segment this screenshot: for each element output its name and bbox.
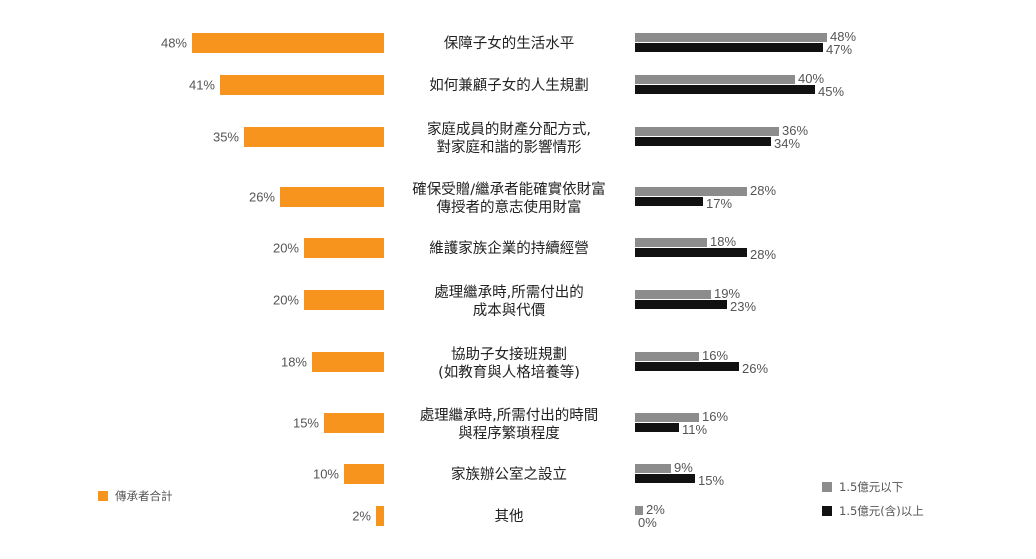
low-value-label-4: 18%	[710, 234, 736, 249]
total-value-label-1: 41%	[189, 78, 215, 93]
low-value-label-0: 48%	[830, 29, 856, 44]
category-label-6-line-1: (如教育與人格培養等)	[438, 363, 580, 381]
total-bar-6	[312, 352, 384, 372]
total-value-label-5: 20%	[273, 293, 299, 308]
category-label-7-line-1: 與程序繁瑣程度	[458, 425, 560, 442]
low-bar-8	[635, 464, 671, 473]
legend-label-total: 傳承者合計	[115, 489, 173, 503]
high-value-label-5: 23%	[730, 299, 756, 314]
high-bar-6	[635, 362, 739, 371]
category-label-1: 如何兼顧子女的人生規劃	[429, 76, 589, 94]
total-bar-2	[244, 127, 384, 147]
high-bar-8	[635, 474, 695, 483]
low-value-label-5: 19%	[714, 286, 740, 301]
low-bar-7	[635, 413, 699, 422]
low-value-label-1: 40%	[798, 71, 824, 86]
low-bar-4	[635, 238, 707, 247]
total-value-label-4: 20%	[273, 241, 299, 256]
high-bar-0	[635, 43, 823, 52]
low-bar-3	[635, 187, 747, 196]
total-value-label-8: 10%	[313, 467, 339, 482]
high-value-label-9: 0%	[638, 515, 657, 530]
high-bar-1	[635, 85, 815, 94]
high-value-label-6: 26%	[742, 361, 768, 376]
total-value-label-7: 15%	[293, 416, 319, 431]
low-value-label-6: 16%	[702, 348, 728, 363]
category-label-5-line-0: 處理繼承時,所需付出的	[434, 284, 584, 301]
low-value-label-8: 9%	[674, 460, 693, 475]
legend-swatch-low	[822, 482, 832, 492]
high-bar-2	[635, 137, 771, 146]
legend-label-high: 1.5億元(含)以上	[839, 504, 924, 518]
category-label-8: 家族辦公室之設立	[451, 466, 567, 483]
legend-label-low: 1.5億元以下	[839, 480, 903, 494]
high-bar-7	[635, 423, 679, 432]
total-value-label-2: 35%	[213, 130, 239, 145]
category-label-4: 維護家族企業的持續經營	[429, 239, 589, 257]
category-label-2-line-1: 對家庭和諧的影響情形	[437, 138, 582, 156]
high-bar-4	[635, 248, 747, 257]
total-bar-5	[304, 290, 384, 310]
low-value-label-7: 16%	[702, 409, 728, 424]
total-value-label-3: 26%	[249, 190, 275, 205]
high-value-label-7: 11%	[682, 422, 707, 437]
category-label-3-line-0: 確保受贈/繼承者能確實依財富	[412, 180, 605, 198]
total-value-label-9: 2%	[352, 509, 371, 524]
high-value-label-0: 47%	[826, 42, 852, 57]
total-bar-8	[344, 464, 384, 484]
low-bar-1	[635, 75, 795, 84]
low-bar-0	[635, 33, 827, 42]
category-label-6-line-0: 協助子女接班規劃	[451, 345, 567, 363]
low-value-label-9: 2%	[646, 502, 665, 517]
total-bar-1	[220, 75, 384, 95]
total-bar-0	[192, 33, 384, 53]
legend-swatch-high	[822, 506, 832, 516]
low-bar-2	[635, 127, 779, 136]
high-bar-3	[635, 197, 703, 206]
total-bar-7	[324, 413, 384, 433]
legend-swatch-total	[98, 491, 108, 501]
total-value-label-6: 18%	[281, 355, 307, 370]
category-label-5-line-1: 成本與代價	[473, 302, 546, 319]
high-value-label-3: 17%	[706, 196, 732, 211]
low-value-label-3: 28%	[750, 183, 776, 198]
high-value-label-1: 45%	[818, 84, 844, 99]
low-value-label-2: 36%	[782, 123, 808, 138]
low-bar-6	[635, 352, 699, 361]
category-label-3-line-1: 傳授者的意志使用財富	[437, 198, 582, 216]
high-value-label-8: 15%	[698, 473, 724, 488]
low-bar-5	[635, 290, 711, 299]
category-label-7-line-0: 處理繼承時,所需付出的時間	[420, 407, 599, 424]
category-label-0: 保障子女的生活水平	[444, 34, 575, 52]
category-label-2-line-0: 家庭成員的財產分配方式,	[427, 121, 591, 138]
total-bar-9	[376, 506, 384, 526]
total-value-label-0: 48%	[161, 36, 187, 51]
low-bar-9	[635, 506, 643, 515]
high-value-label-2: 34%	[774, 136, 800, 151]
category-label-9: 其他	[495, 508, 524, 525]
high-value-label-4: 28%	[750, 247, 776, 262]
total-bar-3	[280, 187, 384, 207]
total-bar-4	[304, 238, 384, 258]
high-bar-5	[635, 300, 727, 309]
